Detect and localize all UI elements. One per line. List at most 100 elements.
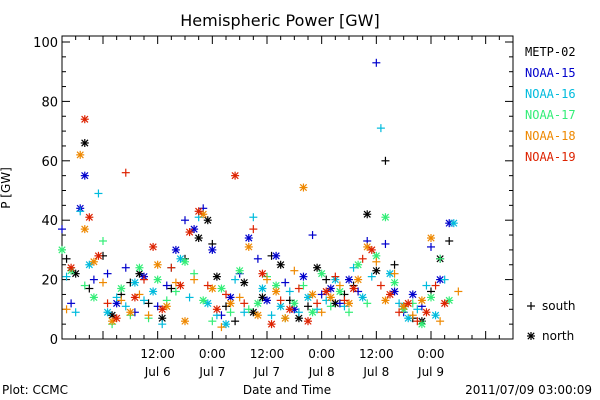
south-point <box>62 305 71 314</box>
north-point <box>272 251 281 260</box>
north-point <box>203 299 212 308</box>
south-point <box>395 299 404 308</box>
south-point <box>231 317 240 326</box>
north-point <box>390 287 399 296</box>
x-tick-date-label: Jul 8 <box>362 365 389 379</box>
south-point <box>263 275 271 284</box>
north-point <box>431 311 440 320</box>
y-tick-label: 100 <box>33 36 58 51</box>
y-tick-label: 80 <box>41 95 58 110</box>
north-point <box>399 302 408 311</box>
north-point <box>358 293 367 302</box>
plot-credit: Plot: CCMC <box>2 383 68 397</box>
north-point <box>367 245 376 254</box>
north-point <box>89 293 98 302</box>
north-point <box>308 290 317 299</box>
timestamp: 2011/07/09 03:00:09 <box>465 383 592 397</box>
x-tick-time-label: 12:00 <box>250 347 285 361</box>
series-legend: METP-02 NOAA-15 NOAA-16 NOAA-17 NOAA-18 NOAA-… <box>525 45 576 164</box>
north-point <box>372 251 381 260</box>
south-point <box>162 281 171 290</box>
south-point <box>171 278 180 287</box>
south-point <box>376 124 385 133</box>
south-point <box>436 317 445 326</box>
south-point <box>308 231 317 240</box>
north-point <box>185 228 194 237</box>
north-point <box>427 293 435 302</box>
north-point <box>153 260 162 269</box>
north-point <box>153 275 162 284</box>
north-point <box>272 287 281 296</box>
south-point <box>140 296 148 305</box>
south-point <box>240 299 249 308</box>
legend-entry: NOAA-18 <box>525 129 576 143</box>
north-point <box>290 299 299 308</box>
south-point <box>372 257 381 266</box>
north-point <box>85 260 94 269</box>
north-point <box>149 287 158 296</box>
north-point <box>276 260 285 269</box>
south-point <box>422 281 431 290</box>
north-point <box>212 272 221 281</box>
south-point <box>249 225 258 234</box>
north-point <box>149 242 158 251</box>
north-point <box>258 293 267 302</box>
south-point <box>226 308 235 317</box>
south-point <box>71 308 80 317</box>
x-tick-date-label: Jul 9 <box>417 365 444 379</box>
south-point <box>222 302 230 311</box>
south-point <box>249 213 258 222</box>
north-point <box>326 284 335 293</box>
north-point <box>267 320 276 329</box>
north-point <box>89 257 98 266</box>
south-point <box>103 299 112 308</box>
south-point <box>381 156 390 165</box>
north-point <box>404 314 413 323</box>
north-point <box>203 216 212 225</box>
north-point <box>281 314 290 323</box>
north-point <box>226 293 235 302</box>
south-point <box>440 275 449 284</box>
y-axis-label: P [GW] <box>0 167 13 209</box>
south-point <box>304 302 312 311</box>
north-point <box>258 284 267 293</box>
north-point <box>171 245 180 254</box>
series-noaa-16 <box>62 124 458 329</box>
north-point <box>130 293 139 302</box>
marker-legend: south north <box>527 299 576 343</box>
north-point <box>67 263 76 272</box>
north-point <box>85 213 94 222</box>
north-point <box>80 225 89 234</box>
north-point <box>226 299 235 308</box>
legend-entry: NOAA-16 <box>525 87 576 101</box>
north-point <box>240 278 249 287</box>
north-point <box>253 299 262 308</box>
north-point <box>404 299 413 308</box>
north-point <box>80 138 89 147</box>
north-point <box>108 317 117 326</box>
south-point <box>240 308 249 317</box>
south-point <box>203 281 212 290</box>
south-point <box>408 311 417 320</box>
north-point <box>208 245 217 254</box>
south-point <box>317 308 326 317</box>
x-tick-time-label: 0:00 <box>418 347 445 361</box>
north-point <box>422 308 431 317</box>
north-point <box>349 284 358 293</box>
north-point <box>272 281 281 290</box>
x-tick-time-label: 0:00 <box>308 347 335 361</box>
south-point <box>281 278 290 287</box>
south-point <box>144 299 153 308</box>
south-point <box>208 317 217 326</box>
north-point <box>381 213 390 222</box>
north-point <box>299 272 308 281</box>
south-legend-label: south <box>542 299 576 313</box>
south-point <box>381 239 390 248</box>
north-point <box>112 314 121 323</box>
south-point <box>222 290 230 299</box>
y-tick-label: 20 <box>41 274 58 289</box>
north-point <box>199 210 208 219</box>
north-point <box>326 293 335 302</box>
y-tick-label: 0 <box>50 333 58 348</box>
north-point <box>317 269 326 278</box>
